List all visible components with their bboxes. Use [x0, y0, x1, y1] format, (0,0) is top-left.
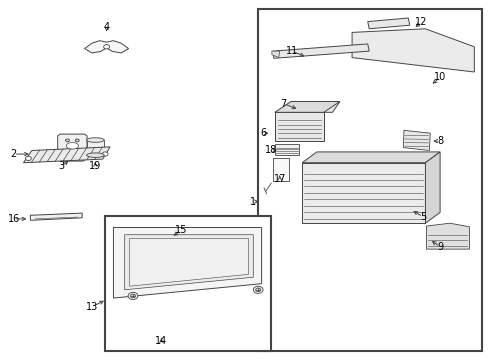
Polygon shape: [274, 144, 299, 155]
Polygon shape: [160, 231, 180, 249]
Polygon shape: [403, 130, 429, 150]
Polygon shape: [302, 163, 425, 223]
Text: 16: 16: [7, 214, 20, 224]
Polygon shape: [84, 41, 128, 53]
Ellipse shape: [66, 143, 78, 149]
Text: 6: 6: [260, 128, 265, 138]
Circle shape: [103, 45, 109, 49]
Circle shape: [25, 156, 31, 161]
Polygon shape: [271, 51, 279, 58]
Text: 3: 3: [58, 161, 64, 171]
Text: 1: 1: [250, 197, 256, 207]
Text: 19: 19: [89, 161, 102, 171]
Bar: [105, 216, 271, 351]
Text: 2: 2: [11, 149, 17, 159]
Circle shape: [253, 286, 263, 293]
Polygon shape: [367, 18, 409, 29]
Polygon shape: [274, 112, 323, 141]
Circle shape: [75, 139, 79, 142]
Polygon shape: [351, 29, 473, 72]
Polygon shape: [23, 147, 110, 163]
Polygon shape: [274, 102, 339, 112]
Bar: [405, 48, 415, 54]
Bar: [434, 48, 444, 54]
Bar: [86, 140, 104, 155]
Text: 12: 12: [414, 17, 427, 27]
Polygon shape: [30, 213, 82, 220]
Ellipse shape: [86, 138, 104, 142]
Text: 8: 8: [436, 136, 442, 146]
Polygon shape: [58, 134, 87, 161]
Circle shape: [128, 292, 138, 300]
Polygon shape: [272, 44, 368, 58]
Circle shape: [255, 288, 260, 292]
Circle shape: [65, 139, 69, 142]
Polygon shape: [129, 238, 248, 286]
Bar: [420, 48, 429, 54]
Text: 18: 18: [264, 145, 277, 156]
Text: 11: 11: [285, 46, 298, 56]
Text: 7: 7: [280, 99, 286, 109]
Polygon shape: [124, 235, 253, 290]
Text: 9: 9: [436, 242, 442, 252]
Circle shape: [130, 294, 135, 298]
Text: 4: 4: [103, 22, 109, 32]
Polygon shape: [426, 223, 468, 249]
Polygon shape: [302, 152, 439, 163]
Polygon shape: [288, 102, 339, 112]
Bar: [258, 9, 481, 351]
Text: 13: 13: [85, 302, 98, 312]
Polygon shape: [272, 158, 288, 181]
Polygon shape: [113, 228, 261, 298]
Polygon shape: [425, 152, 439, 223]
Ellipse shape: [86, 153, 104, 157]
Circle shape: [102, 152, 108, 156]
Text: 15: 15: [174, 225, 187, 235]
Text: 17: 17: [273, 174, 285, 184]
Text: 10: 10: [433, 72, 446, 82]
Text: 5: 5: [419, 212, 425, 222]
Text: 14: 14: [155, 336, 167, 346]
